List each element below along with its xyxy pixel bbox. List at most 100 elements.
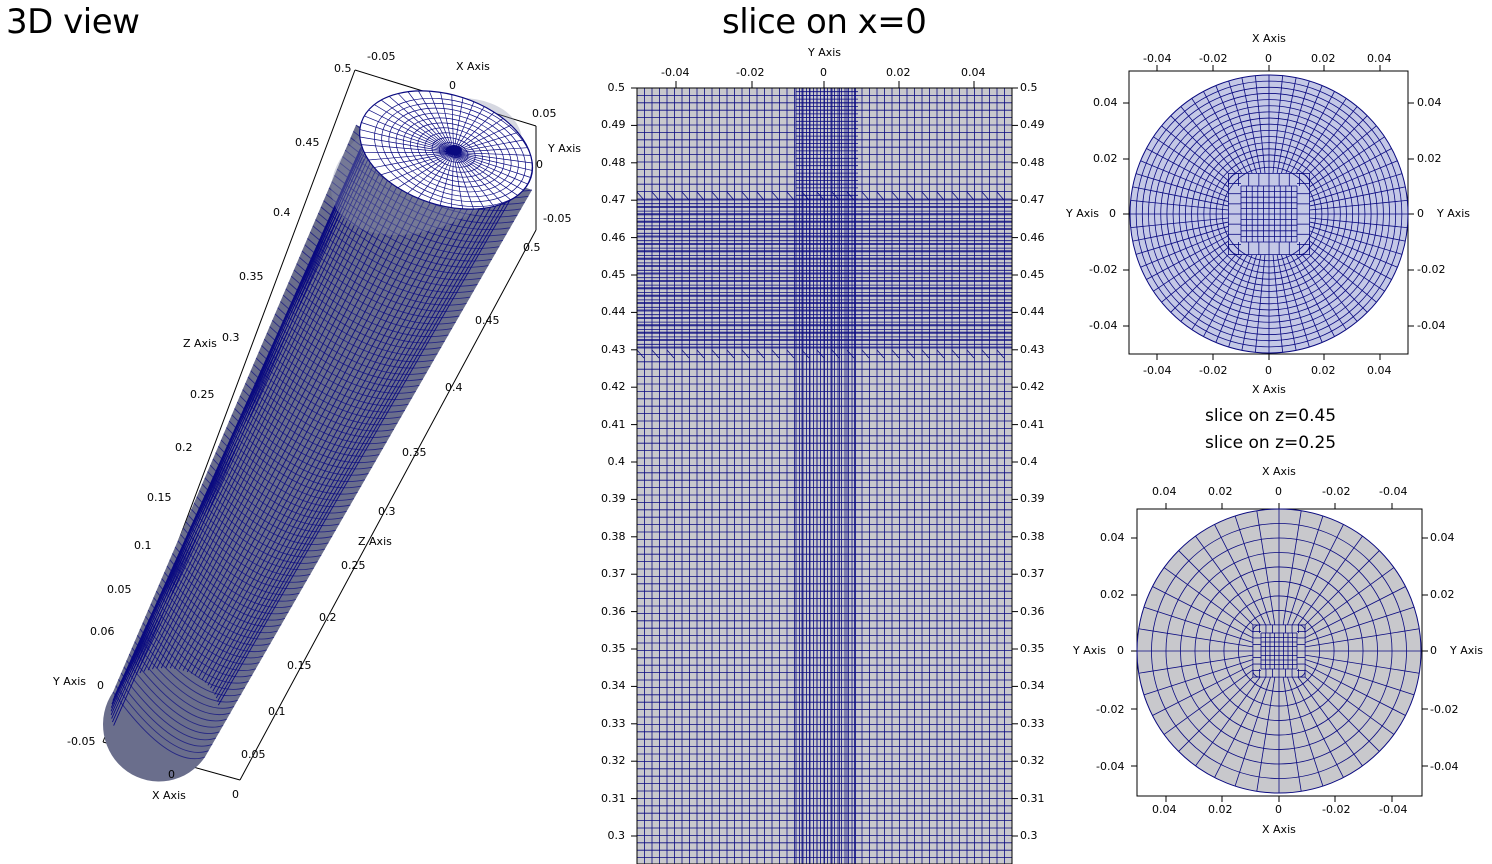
axis-label-y-right: Y Axis — [1437, 207, 1471, 220]
tick-y-left: -0.04 — [1096, 760, 1125, 773]
tick-x-top: -0.02 — [1322, 485, 1351, 498]
tick-y-top: 0.04 — [961, 66, 986, 79]
tick-x-top: 0 — [1265, 52, 1272, 65]
tick-y-right: -0.02 — [1417, 263, 1446, 276]
tick-z-left: 0.41 — [601, 417, 626, 431]
tick-x-bottom: 0 — [1275, 803, 1282, 816]
tick-z-right: 0.2 — [319, 611, 337, 624]
tick-z-left: 0.35 — [601, 642, 626, 655]
tick-z-right: 0.4 — [1020, 455, 1038, 468]
tick-z-right: 0.5 — [523, 241, 541, 254]
tick-y-top: -0.05 — [543, 212, 572, 225]
tick-z-left: 0.49 — [601, 118, 626, 132]
tick-z-left: 0.32 — [601, 754, 626, 768]
tick-x-top: -0.04 — [1143, 52, 1172, 65]
axis-label-x-top: X Axis — [1262, 465, 1296, 478]
tick-z-left: 0.35 — [239, 270, 264, 283]
tick-z-right: 0.35 — [402, 446, 427, 459]
tick-y-right: 0.02 — [1417, 152, 1442, 165]
tick-x-top: 0.02 — [1208, 485, 1233, 498]
tick-z-left: 0.45 — [295, 136, 320, 149]
tick-z-left: 0.46 — [601, 230, 626, 244]
tick-x-top: -0.02 — [1199, 52, 1228, 65]
tick-z-right: 0.05 — [241, 748, 266, 761]
tick-z-right: 0.5 — [1020, 81, 1038, 94]
tick-z-right: 0.15 — [287, 659, 312, 672]
tick-x-bottom: -0.02 — [1199, 364, 1228, 377]
axis-label-y-top: Y Axis — [808, 46, 842, 59]
axis-label-z-left: Z Axis — [183, 337, 217, 350]
tick-z-right: 0.4 — [445, 381, 463, 394]
tick-x-top: 0 — [1275, 485, 1282, 498]
tick-y-left: 0.02 — [1093, 152, 1118, 165]
axis-label-y-left: Y Axis — [53, 675, 87, 688]
tick-z-right: 0 — [232, 788, 239, 801]
tick-z-right: 0.33 — [1020, 716, 1045, 730]
slice-z045-title: slice on z=0.45 — [1205, 406, 1337, 426]
axis-label-y-top: Y Axis — [548, 142, 582, 155]
tick-y-left: 0.04 — [1093, 96, 1118, 109]
tick-z-right: 0.45 — [475, 314, 500, 327]
axis-label-x-bottom: X Axis — [152, 789, 186, 802]
tick-x-bottom: -0.04 — [1379, 803, 1408, 816]
tick-y-left: 0.04 — [1100, 531, 1125, 544]
tick-y-left: -0.02 — [1089, 263, 1118, 276]
tick-y-right: 0.02 — [1430, 588, 1455, 601]
tick-z-right: 0.31 — [1020, 791, 1045, 805]
tick-y-right: 0.04 — [1430, 531, 1455, 544]
slice-z045-disk — [1129, 74, 1409, 354]
tick-y-left: 0 — [1109, 207, 1116, 220]
tick-y-right: 0.04 — [1417, 96, 1442, 109]
axis-label-x-top: X Axis — [1252, 32, 1286, 45]
tick-x-bottom: 0.04 — [1152, 803, 1177, 816]
tick-z-left: 0.36 — [601, 604, 626, 618]
tick-x-top: 0.04 — [1367, 52, 1392, 65]
slice-z025-disk — [1136, 508, 1422, 794]
tick-x-top: -0.05 — [367, 50, 396, 63]
axis-label-y-left: Y Axis — [1066, 207, 1100, 220]
tick-z-left: 0.06 — [90, 625, 115, 638]
tick-x-bottom: 0 — [168, 768, 175, 781]
cylinder-3d-render[interactable] — [0, 0, 600, 864]
axis-label-x-bottom: X Axis — [1262, 823, 1296, 836]
tick-z-left: 0.44 — [601, 305, 626, 319]
axis-label-y-right: Y Axis — [1450, 644, 1484, 657]
tick-z-right: 0.32 — [1020, 754, 1045, 768]
tick-z-left: 0.4 — [273, 206, 291, 219]
tick-z-right: 0.3 — [378, 505, 396, 518]
tick-z-right: 0.1 — [268, 705, 286, 718]
tick-y-top: 0.02 — [886, 66, 911, 79]
tick-x-top: 0.02 — [1311, 52, 1336, 65]
slice-x0-title: slice on x=0 — [722, 2, 927, 42]
tick-z-left: 0.38 — [601, 529, 626, 543]
tick-x-top: -0.04 — [1379, 485, 1408, 498]
tick-x-bottom: 0.02 — [1208, 803, 1233, 816]
tick-y-left: 0 — [97, 679, 104, 692]
tick-z-right: 0.44 — [1020, 305, 1045, 319]
tick-z-right: 0.47 — [1020, 193, 1045, 207]
tick-y-top: -0.02 — [736, 66, 765, 79]
tick-z-right: 0.42 — [1020, 380, 1045, 394]
axis-label-y-left: Y Axis — [1073, 644, 1107, 657]
tick-y-top: -0.04 — [661, 66, 690, 79]
slice-z025-title: slice on z=0.25 — [1205, 433, 1337, 453]
tick-z-right: 0.46 — [1020, 230, 1045, 244]
tick-y-left: 0 — [1117, 644, 1124, 657]
tick-x-top: 0.05 — [532, 107, 557, 120]
cylinder-top-cap — [359, 90, 534, 210]
axis-label-z-right: Z Axis — [358, 535, 392, 548]
tick-y-right: -0.04 — [1430, 760, 1459, 773]
tick-z-right: 0.41 — [1020, 417, 1045, 431]
tick-x-bottom: 0.02 — [1311, 364, 1336, 377]
tick-z-left: 0.3 — [222, 331, 240, 344]
tick-z-left: 0.31 — [601, 791, 626, 805]
tick-y-left: -0.05 — [67, 735, 96, 748]
slice-x0-tick-marks — [631, 81, 1018, 837]
tick-y-right: 0 — [1430, 644, 1437, 657]
tick-y-top: 0 — [536, 158, 543, 171]
tick-x-top: 0 — [449, 79, 456, 92]
tick-z-right: 0.35 — [1020, 642, 1045, 655]
tick-z-left: 0.42 — [601, 380, 626, 394]
